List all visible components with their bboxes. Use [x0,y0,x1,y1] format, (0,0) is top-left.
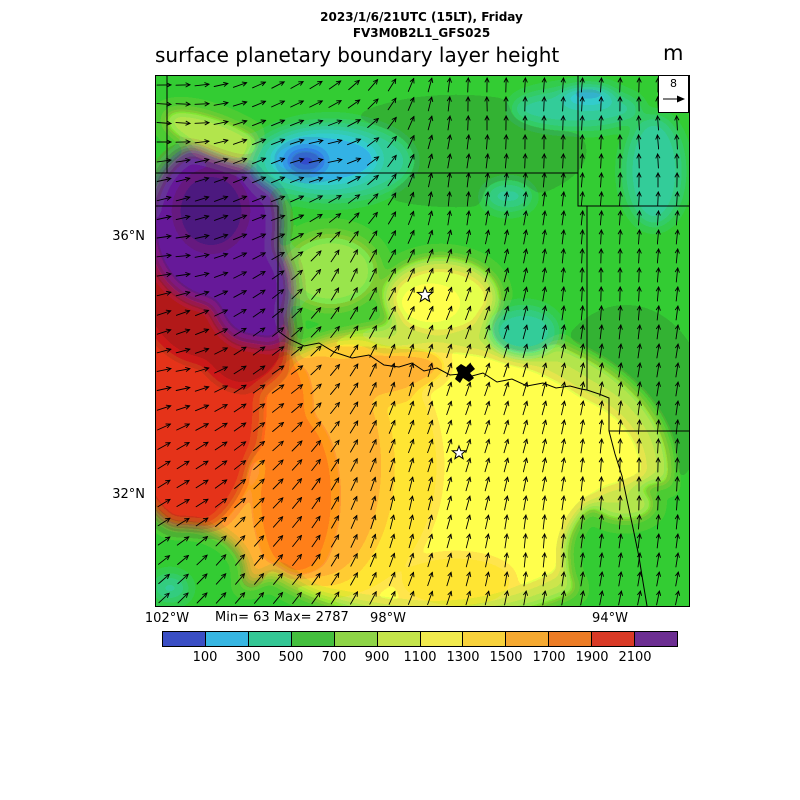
colorbar-tick-label: 300 [235,650,261,665]
colorbar-segment [334,632,378,646]
minmax-stats: Min= 63 Max= 2787 [215,610,349,625]
colorbar-segment [635,632,678,646]
colorbar-segment [549,632,593,646]
border-tx-la-sabine [608,430,648,606]
lat-tick-label: 36°N [112,229,145,244]
lake-marker [455,364,475,383]
units-label: m [663,41,684,65]
colorbar-segment [163,632,206,646]
model-run-line: FV3M0B2L1_GFS025 [352,26,491,40]
colorbar-tick-label: 1900 [575,650,609,665]
city-star-marker [416,285,434,303]
plot-title: surface planetary boundary layer height [155,43,560,67]
colorbar-segment [291,632,335,646]
colorbar-tick-label: 100 [192,650,218,665]
city-star-marker [450,444,468,460]
lon-tick-label: 94°W [592,611,628,626]
valid-time-line: 2023/1/6/21UTC (15LT), Friday [320,10,523,24]
wind-vector-field [156,76,681,606]
colorbar-tick-label: 500 [278,650,304,665]
colorbar-segment [420,632,464,646]
colorbar-tick-label: 1500 [489,650,523,665]
colorbar-tick-label: 1700 [532,650,566,665]
colorbar-tick-label: 1300 [446,650,480,665]
border-ks-mo-ok-ar-east [577,76,588,390]
colorbar-tick-label: 700 [321,650,347,665]
colorbar-segment [205,632,249,646]
colorbar-tick-label: 900 [364,650,390,665]
pbl-height-field [156,76,689,606]
colorbar-segment [506,632,550,646]
map-area: 8 [155,75,690,607]
colorbar-segment [377,632,421,646]
colorbar-segment [463,632,507,646]
colorbar-segment [248,632,292,646]
colorbar-tick-label: 1100 [403,650,437,665]
wind-reference-arrow-icon [662,95,685,103]
wind-reference-legend: 8 [658,75,689,113]
colorbar [162,631,678,647]
wind-reference-value: 8 [670,77,677,90]
colorbar-segment [592,632,636,646]
colorbar-tick-label: 2100 [618,650,652,665]
lat-tick-label: 32°N [112,487,145,502]
lon-tick-label: 98°W [370,611,406,626]
lon-tick-label: 102°W [144,611,190,626]
border-tx-ar [586,389,610,431]
map-canvas [156,76,689,606]
